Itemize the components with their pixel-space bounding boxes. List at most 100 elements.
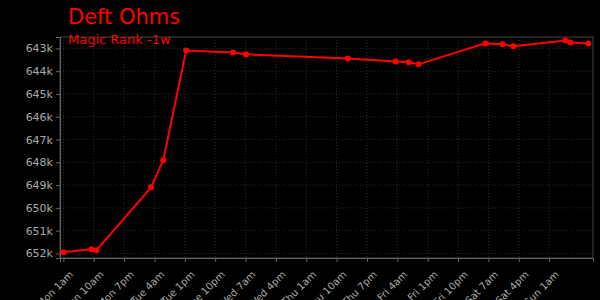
grid-line bbox=[63, 37, 64, 258]
grid-line bbox=[215, 37, 216, 258]
x-tick-label: Sat 7am bbox=[463, 269, 500, 300]
x-tick-mark bbox=[549, 258, 550, 262]
x-tick-mark bbox=[63, 258, 64, 262]
marker bbox=[60, 249, 66, 255]
y-tick-label: 648k bbox=[26, 156, 54, 169]
marker bbox=[160, 157, 166, 163]
marker bbox=[500, 41, 506, 47]
y-tick-label: 650k bbox=[26, 202, 54, 215]
x-tick-label: Tue 10pm bbox=[184, 269, 227, 300]
grid-line bbox=[488, 37, 489, 258]
x-tick: Thu 10am bbox=[304, 258, 348, 300]
x-tick-mark bbox=[94, 258, 95, 262]
y-tick-label: 643k bbox=[26, 42, 54, 55]
marker bbox=[510, 43, 516, 49]
x-tick-label: Thu 7pm bbox=[339, 269, 379, 300]
marker bbox=[88, 246, 94, 252]
x-tick-mark bbox=[306, 258, 307, 262]
x-tick-label: Mon 7pm bbox=[95, 269, 136, 300]
y-tick: 646k bbox=[26, 111, 60, 124]
y-tick-mark bbox=[56, 117, 60, 118]
y-tick-mark bbox=[56, 162, 60, 163]
grid-line bbox=[60, 253, 593, 254]
plot-frame bbox=[60, 37, 593, 258]
x-tick: Thu 7pm bbox=[339, 258, 379, 300]
x-tick-label: Tue 4am bbox=[128, 269, 167, 300]
y-tick-label: 645k bbox=[26, 88, 54, 101]
marker bbox=[93, 247, 99, 253]
grid-line bbox=[397, 37, 398, 258]
grid-line bbox=[93, 37, 94, 258]
y-tick-label: 651k bbox=[26, 225, 54, 238]
grid-line bbox=[60, 185, 593, 186]
marker bbox=[345, 55, 351, 61]
x-tick-mark bbox=[154, 258, 155, 262]
y-tick: 651k bbox=[26, 225, 60, 238]
background bbox=[0, 0, 600, 300]
grid-line bbox=[184, 37, 185, 258]
grid-line bbox=[60, 93, 593, 94]
x-tick-mark bbox=[185, 258, 186, 262]
grid-line bbox=[458, 37, 459, 258]
x-tick: Mon 10am bbox=[61, 258, 106, 300]
x-tick-mark bbox=[428, 258, 429, 262]
y-tick-mark bbox=[56, 71, 60, 72]
marker bbox=[393, 58, 399, 64]
y-tick-mark bbox=[56, 140, 60, 141]
x-tick-label: Fri 10pm bbox=[431, 269, 470, 300]
x-tick: Fri 4am bbox=[375, 258, 409, 300]
x-tick: Tue 4am bbox=[128, 258, 167, 300]
y-tick: 650k bbox=[26, 202, 60, 215]
grid-line bbox=[60, 139, 593, 140]
y-axis-line bbox=[56, 38, 61, 259]
grid-line bbox=[60, 207, 593, 208]
grid-line bbox=[427, 37, 428, 258]
grid-line bbox=[154, 37, 155, 258]
x-tick-label: Wed 4pm bbox=[247, 269, 288, 300]
y-tick-mark bbox=[56, 253, 60, 254]
x-tick-mark bbox=[519, 258, 520, 262]
x-tick-mark bbox=[397, 258, 398, 262]
title: Deft Ohms bbox=[68, 5, 180, 29]
x-tick-mark bbox=[367, 258, 368, 262]
x-axis-line bbox=[61, 259, 594, 263]
y-tick-label: 644k bbox=[26, 65, 54, 78]
y-tick: 649k bbox=[26, 179, 60, 192]
x-tick-label: Mon 10am bbox=[61, 269, 106, 300]
x-tick: Tue 10pm bbox=[184, 258, 227, 300]
grid-line bbox=[60, 230, 593, 231]
grid-line bbox=[306, 37, 307, 258]
x-tick-label: Sat 4pm bbox=[493, 269, 530, 300]
x-axis: Mon 1amMon 10amMon 7pmTue 4amTue 1pmTue … bbox=[35, 258, 594, 300]
x-tick-mark bbox=[215, 258, 216, 262]
x-tick: Mon 1am bbox=[35, 258, 76, 300]
x-tick: Sat 4pm bbox=[493, 258, 530, 300]
x-tick-mark bbox=[276, 258, 277, 262]
y-tick-label: 647k bbox=[26, 134, 54, 147]
y-tick: 645k bbox=[26, 88, 60, 101]
x-tick-mark bbox=[337, 258, 338, 262]
x-tick-label: Thu 1am bbox=[279, 269, 319, 300]
y-tick-label: 652k bbox=[26, 247, 54, 260]
grid-line bbox=[275, 37, 276, 258]
x-tick: Sat 7am bbox=[463, 258, 500, 300]
y-tick-label: 646k bbox=[26, 111, 54, 124]
grid-line bbox=[245, 37, 246, 258]
y-tick-mark bbox=[56, 208, 60, 209]
y-tick-mark bbox=[56, 185, 60, 186]
x-tick: Wed 7am bbox=[216, 258, 257, 300]
x-tick: Tue 1pm bbox=[158, 258, 197, 300]
y-axis: 643k 644k 645k 646k 647k 648k 649k 650k 651k 652k bbox=[26, 38, 61, 261]
x-tick-label: Tue 1pm bbox=[158, 269, 197, 300]
marker bbox=[406, 59, 412, 65]
y-tick: 644k bbox=[26, 65, 60, 78]
x-tick-label: Sun 1am bbox=[522, 269, 561, 300]
y-tick: 647k bbox=[26, 134, 60, 147]
x-tick: Sun 1am bbox=[522, 258, 561, 300]
x-tick: Fri 10pm bbox=[431, 258, 470, 300]
subtitle: Magic Rank -1w bbox=[68, 32, 171, 47]
x-tick-mark bbox=[124, 258, 125, 262]
marker bbox=[567, 39, 573, 45]
marker bbox=[148, 184, 154, 190]
x-tick-label: Wed 7am bbox=[216, 269, 257, 300]
